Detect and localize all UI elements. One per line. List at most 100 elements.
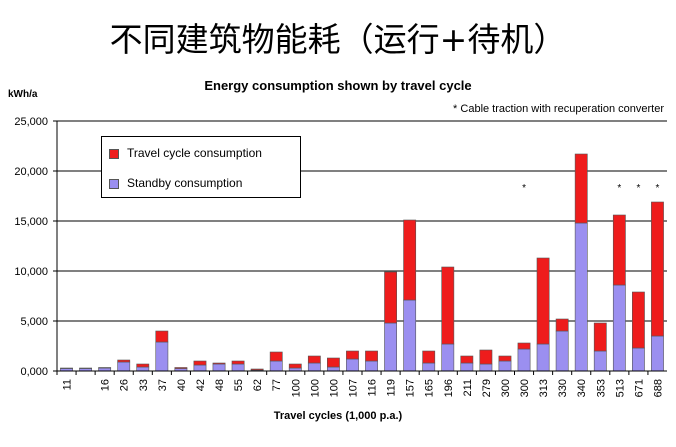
- y-tick-label: 15,000: [14, 216, 48, 228]
- bar-travel-cycle: [632, 292, 644, 348]
- bar-standby: [613, 285, 625, 371]
- bar-standby: [537, 344, 549, 371]
- bar-travel-cycle: [556, 319, 568, 331]
- asterisk-marker: *: [617, 183, 621, 194]
- x-tick-label: 688: [652, 379, 664, 397]
- bar-travel-cycle: [60, 368, 72, 369]
- x-tick-label: 513: [614, 379, 626, 397]
- legend-item-standby: Standby consumption: [127, 175, 242, 191]
- bar-standby: [499, 361, 511, 371]
- bar-travel-cycle: [308, 356, 320, 363]
- asterisk-marker: *: [522, 183, 526, 194]
- bar-travel-cycle: [175, 368, 187, 369]
- bar-travel-cycle: [613, 215, 625, 285]
- bar-travel-cycle: [480, 350, 492, 364]
- x-tick-label: 33: [138, 379, 150, 391]
- bar-standby: [213, 364, 225, 371]
- x-tick-label: 55: [233, 379, 245, 391]
- bar-travel-cycle: [423, 351, 435, 363]
- x-tick-label: 77: [271, 379, 283, 391]
- bar-travel-cycle: [518, 343, 530, 349]
- x-tick-label: 100: [328, 379, 340, 397]
- x-tick-label: 279: [481, 379, 493, 397]
- bar-travel-cycle: [327, 358, 339, 367]
- x-tick-label: 116: [367, 379, 379, 397]
- x-tick-label: 37: [157, 379, 169, 391]
- x-tick-label: 157: [405, 379, 417, 397]
- bar-standby: [461, 363, 473, 371]
- bar-travel-cycle: [365, 351, 377, 361]
- bar-standby: [423, 363, 435, 371]
- bar-travel-cycle: [99, 368, 111, 369]
- bar-travel-cycle: [289, 364, 301, 368]
- asterisk-marker: *: [636, 183, 640, 194]
- bar-travel-cycle: [213, 363, 225, 364]
- bar-standby: [575, 223, 587, 371]
- bar-travel-cycle: [346, 351, 358, 359]
- bar-standby: [194, 365, 206, 371]
- x-tick-label: 671: [633, 379, 645, 397]
- x-tick-label: 300: [500, 379, 512, 397]
- bar-travel-cycle: [251, 369, 263, 370]
- bar-travel-cycle: [575, 154, 587, 223]
- bar-travel-cycle: [137, 364, 149, 367]
- bar-travel-cycle: [594, 323, 606, 351]
- bar-travel-cycle: [118, 360, 130, 362]
- asterisk-marker: *: [656, 183, 660, 194]
- bar-standby: [480, 364, 492, 371]
- bar-travel-cycle: [651, 202, 663, 336]
- y-tick-label: 10,000: [14, 266, 48, 278]
- x-tick-label: 330: [557, 379, 569, 397]
- x-tick-label: 16: [100, 379, 112, 391]
- y-tick-label: 25,000: [14, 116, 48, 128]
- x-tick-label: 196: [443, 379, 455, 397]
- x-tick-label: 119: [386, 379, 398, 397]
- bar-standby: [632, 348, 644, 371]
- x-tick-label: 40: [176, 379, 188, 391]
- bar-standby: [232, 364, 244, 371]
- x-tick-label: 100: [290, 379, 302, 397]
- x-tick-label: 165: [424, 379, 436, 397]
- chart-legend: Travel cycle consumption Standby consump…: [101, 136, 301, 198]
- bar-standby: [270, 361, 282, 371]
- bar-standby: [518, 349, 530, 371]
- x-axis-label: Travel cycles (1,000 p.a.): [0, 410, 676, 422]
- bar-travel-cycle: [404, 220, 416, 300]
- x-tick-label: 62: [252, 379, 264, 391]
- bar-standby: [442, 344, 454, 371]
- legend-label-travel: Travel cycle consumption: [127, 146, 262, 160]
- y-tick-label: 5,000: [20, 316, 48, 328]
- x-tick-label: 353: [595, 379, 607, 397]
- y-tick-labels: 0,000 5,000 10,000 15,000 20,000 25,000: [14, 116, 57, 378]
- bar-travel-cycle: [79, 368, 91, 369]
- x-tick-label: 211: [462, 379, 474, 397]
- bar-travel-cycle: [499, 356, 511, 361]
- bar-standby: [594, 351, 606, 371]
- bar-standby: [404, 300, 416, 371]
- legend-label-standby: Standby consumption: [127, 176, 242, 190]
- x-tick-label: 42: [195, 379, 207, 391]
- x-tick-label: 100: [309, 379, 321, 397]
- bar-standby: [346, 359, 358, 371]
- legend-swatch-travel: [109, 149, 119, 159]
- asterisk-layer: * * * *: [522, 183, 659, 194]
- x-tick-label: 48: [214, 379, 226, 391]
- x-tick-label: 340: [576, 379, 588, 397]
- bar-standby: [156, 342, 168, 371]
- bar-standby: [327, 367, 339, 371]
- bar-travel-cycle: [384, 272, 396, 323]
- bar-standby: [308, 363, 320, 371]
- bar-travel-cycle: [537, 258, 549, 344]
- bar-standby: [651, 336, 663, 371]
- bar-standby: [384, 323, 396, 371]
- x-tick-label: 11: [62, 379, 74, 390]
- bar-standby: [137, 367, 149, 371]
- x-tick-label: 313: [538, 379, 550, 397]
- bar-travel-cycle: [442, 267, 454, 344]
- energy-chart: 0,0005,00010,00015,00020,00025,000 11 16 2…: [0, 0, 676, 447]
- bar-standby: [556, 331, 568, 371]
- x-tick-labels: 11 16 26 33 37 40 42 48 55 62 77 100 100 100 107 116 119…: [57, 371, 664, 397]
- x-tick-label: 26: [119, 379, 131, 391]
- bar-travel-cycle: [156, 331, 168, 342]
- y-tick-label: 20,000: [14, 166, 48, 178]
